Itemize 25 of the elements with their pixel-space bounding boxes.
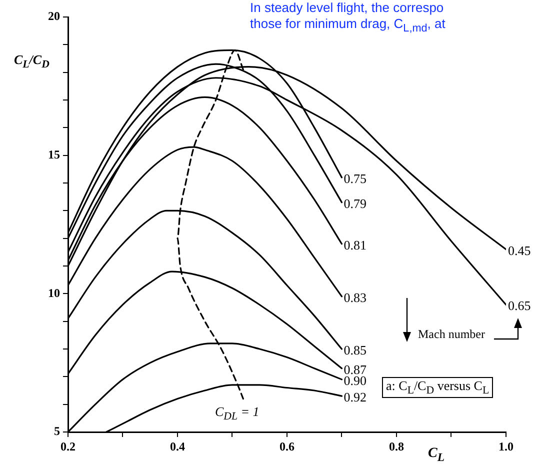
annotation: C$_{DL}$ = 1 xyxy=(215,404,260,423)
annotation: Mach number xyxy=(418,327,485,342)
series-label: 0.83 xyxy=(344,290,366,305)
annotation: those for minimum drag, C$_{L,md}$, at xyxy=(250,16,446,35)
y-tick-label: 5 xyxy=(54,424,60,438)
y-tick-label: 10 xyxy=(48,286,60,300)
x-tick-label: 0.8 xyxy=(389,439,404,454)
series-label: 0.92 xyxy=(344,389,366,404)
series-label: 0.65 xyxy=(508,298,531,314)
y-axis-title: C$_{L}$/C$_{D}$ xyxy=(14,52,50,71)
series-label: 0.81 xyxy=(344,237,366,252)
x-axis-title: C$_{L}$ xyxy=(428,446,444,464)
annotation: a: C$_{L}$/C$_{D}$ versus C$_{L}$ xyxy=(382,377,494,398)
x-tick-label: 1.0 xyxy=(498,439,514,454)
x-tick-label: 0.4 xyxy=(170,439,185,454)
text: In steady level flight, the correspo xyxy=(250,0,444,15)
series-label: 0.75 xyxy=(344,170,366,186)
series-label: 0.79 xyxy=(344,196,366,211)
y-tick-label: 15 xyxy=(48,147,60,162)
series-label: 0.45 xyxy=(508,242,531,258)
y-tick-label: 20 xyxy=(48,9,60,24)
x-tick-label: 0.2 xyxy=(60,439,76,454)
x-tick-label: 0.6 xyxy=(280,439,294,454)
series-label: 0.85 xyxy=(344,342,366,358)
series-label: 0.87 xyxy=(344,362,367,377)
